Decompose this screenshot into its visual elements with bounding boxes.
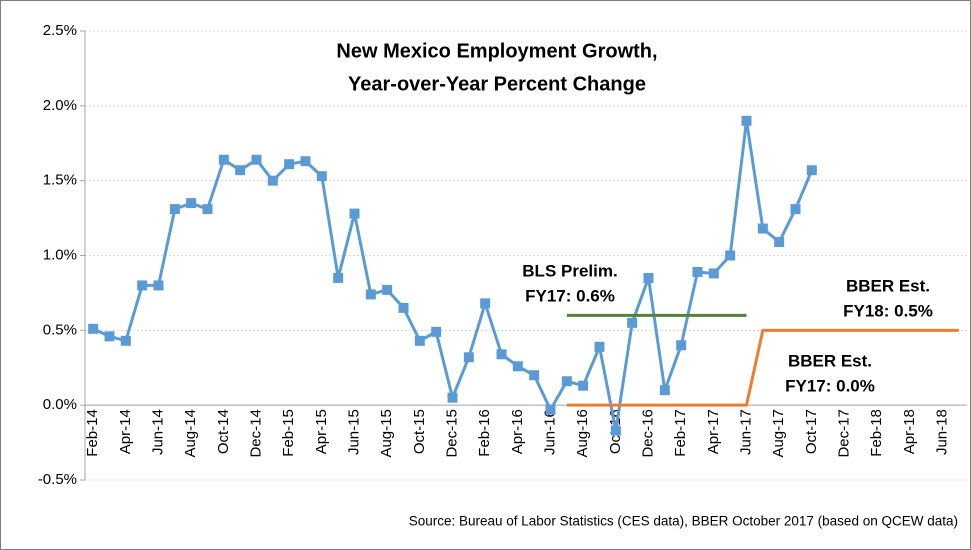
point-marker bbox=[659, 385, 670, 396]
x-tick-label: Aug-17 bbox=[770, 409, 787, 457]
y-tick-label: -0.5% bbox=[38, 471, 77, 488]
annotation: FY18: 0.5% bbox=[843, 301, 933, 320]
point-marker bbox=[480, 298, 491, 309]
point-marker bbox=[627, 317, 638, 328]
point-marker bbox=[267, 175, 278, 186]
annotation: FY17: 0.0% bbox=[785, 376, 875, 395]
point-marker bbox=[218, 154, 229, 165]
point-marker bbox=[561, 376, 572, 387]
point-marker bbox=[725, 250, 736, 261]
x-tick-label: Feb-18 bbox=[868, 409, 885, 457]
point-marker bbox=[398, 302, 409, 313]
point-marker bbox=[284, 159, 295, 170]
point-marker bbox=[545, 404, 556, 415]
point-marker bbox=[692, 266, 703, 277]
point-marker bbox=[610, 425, 621, 436]
point-marker bbox=[806, 165, 817, 176]
x-tick-label: Oct-15 bbox=[411, 409, 428, 454]
x-tick-label: Jun-15 bbox=[345, 409, 362, 455]
annotation: BBER Est. bbox=[788, 351, 872, 370]
x-tick-label: Oct-14 bbox=[215, 409, 232, 454]
y-tick-label: 0.5% bbox=[43, 321, 77, 338]
point-marker bbox=[708, 268, 719, 279]
point-marker bbox=[300, 156, 311, 167]
y-tick-label: 1.5% bbox=[43, 172, 77, 189]
x-tick-label: Dec-15 bbox=[443, 409, 460, 457]
point-marker bbox=[235, 165, 246, 176]
point-marker bbox=[186, 198, 197, 209]
x-tick-label: Aug-16 bbox=[574, 409, 591, 457]
point-marker bbox=[594, 341, 605, 352]
x-tick-label: Apr-16 bbox=[509, 409, 526, 454]
point-marker bbox=[333, 272, 344, 283]
x-tick-label: Jun-14 bbox=[149, 409, 166, 455]
y-tick-label: 1.0% bbox=[43, 246, 77, 263]
x-tick-label: Dec-17 bbox=[835, 409, 852, 457]
point-marker bbox=[447, 392, 458, 403]
point-marker bbox=[512, 361, 523, 372]
point-marker bbox=[463, 352, 474, 363]
point-marker bbox=[153, 280, 164, 291]
x-tick-label: Feb-14 bbox=[84, 409, 101, 457]
point-marker bbox=[431, 326, 442, 337]
point-marker bbox=[104, 331, 115, 342]
point-marker bbox=[774, 237, 785, 248]
point-marker bbox=[349, 208, 360, 219]
point-marker bbox=[643, 272, 654, 283]
x-tick-label: Dec-14 bbox=[247, 409, 264, 457]
x-tick-label: Aug-15 bbox=[378, 409, 395, 457]
annotation: BBER Est. bbox=[846, 276, 930, 295]
x-tick-label: Feb-16 bbox=[476, 409, 493, 457]
x-tick-label: Feb-15 bbox=[280, 409, 297, 457]
point-marker bbox=[251, 154, 262, 165]
x-tick-label: Jun-16 bbox=[541, 409, 558, 455]
point-marker bbox=[316, 171, 327, 182]
x-tick-label: Apr-15 bbox=[313, 409, 330, 454]
annotation: FY17: 0.6% bbox=[525, 286, 615, 305]
point-marker bbox=[88, 323, 99, 334]
x-tick-label: Dec-16 bbox=[639, 409, 656, 457]
chart-title: Year-over-Year Percent Change bbox=[348, 73, 646, 95]
y-tick-label: 2.0% bbox=[43, 97, 77, 114]
annotation: BLS Prelim. bbox=[522, 261, 617, 280]
x-tick-label: Apr-18 bbox=[901, 409, 918, 454]
point-marker bbox=[202, 204, 213, 215]
point-marker bbox=[414, 335, 425, 346]
point-marker bbox=[169, 204, 180, 215]
y-tick-label: 2.5% bbox=[43, 22, 77, 39]
x-tick-label: Feb-17 bbox=[672, 409, 689, 457]
x-tick-label: Jun-17 bbox=[737, 409, 754, 455]
x-tick-label: Jun-18 bbox=[933, 409, 950, 455]
source-note: Source: Bureau of Labor Statistics (CES … bbox=[409, 514, 958, 529]
x-tick-label: Apr-14 bbox=[117, 409, 134, 454]
x-tick-label: Apr-17 bbox=[705, 409, 722, 454]
point-marker bbox=[676, 340, 687, 351]
point-marker bbox=[137, 280, 148, 291]
point-marker bbox=[365, 289, 376, 300]
point-marker bbox=[529, 370, 540, 381]
y-tick-label: 0.0% bbox=[43, 396, 77, 413]
point-marker bbox=[741, 115, 752, 126]
point-marker bbox=[790, 204, 801, 215]
x-tick-label: Aug-14 bbox=[182, 409, 199, 457]
chart-title: New Mexico Employment Growth, bbox=[336, 40, 657, 62]
x-tick-label: Oct-17 bbox=[803, 409, 820, 454]
point-marker bbox=[757, 223, 768, 234]
series-line bbox=[566, 328, 959, 407]
point-marker bbox=[120, 335, 131, 346]
point-marker bbox=[382, 284, 393, 295]
point-marker bbox=[496, 349, 507, 360]
point-marker bbox=[578, 380, 589, 391]
